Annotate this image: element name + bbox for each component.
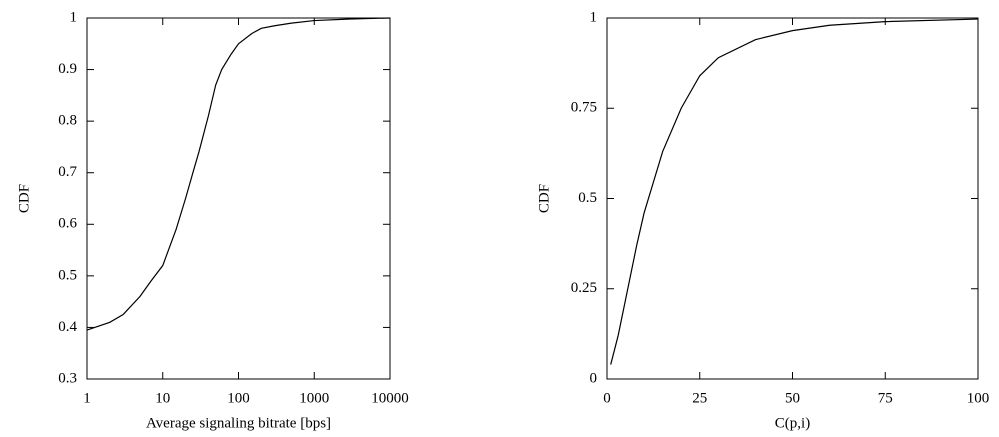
x-tick-label: 1	[83, 390, 91, 406]
x-tick-label: 0	[603, 390, 611, 406]
x-tick-label: 100	[227, 390, 250, 406]
y-tick-label: 0.7	[58, 164, 77, 180]
cdf-line	[610, 18, 979, 365]
x-tick-label: 1000	[299, 390, 329, 406]
y-axis-label: CDF	[536, 184, 552, 213]
plot-frame	[86, 17, 391, 380]
x-axis-label: Average signaling bitrate [bps]	[146, 415, 331, 431]
plot-frame	[606, 17, 979, 380]
y-tick-label: 0.8	[58, 113, 77, 129]
x-tick-label: 50	[785, 390, 800, 406]
y-tick-label: 0.5	[578, 190, 597, 206]
y-tick-label: 1	[590, 9, 598, 25]
y-tick-label: 0.6	[58, 216, 77, 232]
x-tick-label: 75	[878, 390, 893, 406]
y-tick-label: 0.75	[571, 100, 597, 116]
x-tick-label: 10	[155, 390, 170, 406]
y-tick-label: 0.25	[571, 280, 597, 296]
x-tick-label: 100	[967, 390, 990, 406]
y-tick-label: 0.5	[58, 267, 77, 283]
y-tick-label: 0.3	[58, 370, 77, 386]
x-tick-label: 10000	[371, 390, 409, 406]
y-tick-label: 1	[70, 9, 78, 25]
y-tick-label: 0.4	[58, 319, 77, 335]
x-tick-label: 25	[692, 390, 707, 406]
cdf-line	[86, 17, 391, 331]
y-tick-label: 0	[590, 370, 598, 386]
y-axis-label: CDF	[16, 184, 32, 213]
x-axis-label: C(p,i)	[775, 415, 810, 431]
y-tick-label: 0.9	[58, 61, 77, 77]
